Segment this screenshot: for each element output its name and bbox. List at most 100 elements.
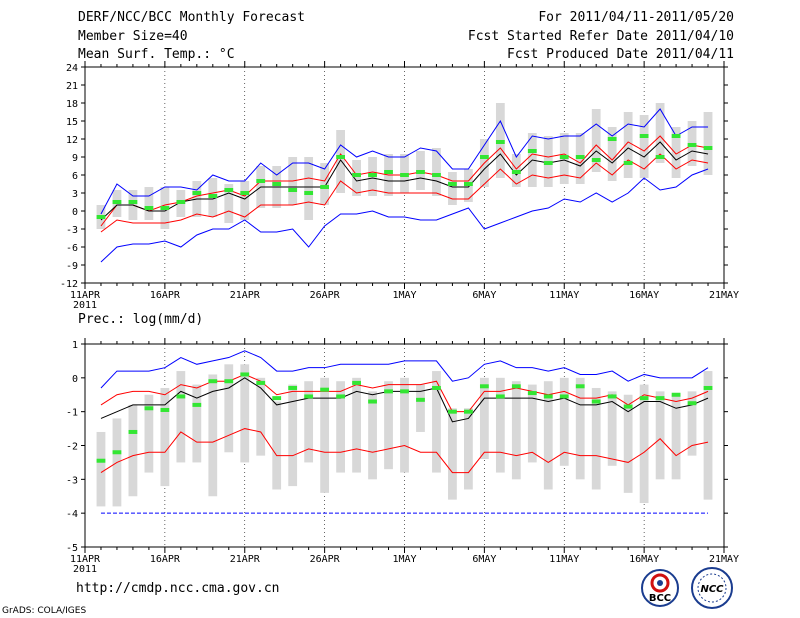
ensemble-box xyxy=(559,377,569,466)
y-tick-label: 0 xyxy=(72,374,78,385)
median-mark xyxy=(432,385,441,390)
x-tick-label: 21MAY xyxy=(709,554,739,565)
median-mark xyxy=(527,391,537,396)
x-tick-label: 11MAY xyxy=(549,290,579,301)
bcc-logo-text: BCC xyxy=(649,593,671,604)
bcc-logo: BCC xyxy=(641,569,679,607)
median-mark xyxy=(495,140,505,144)
y-tick-label: 1 xyxy=(72,340,78,351)
x-tick-label: 16APR xyxy=(150,554,181,565)
ensemble-box xyxy=(320,163,330,205)
ensemble-box xyxy=(144,394,154,473)
ensemble-box xyxy=(160,387,170,487)
chart-title: DERF/NCC/BCC Monthly Forecast xyxy=(78,10,305,25)
ensemble-box xyxy=(623,394,633,493)
x-tick-label: 26APR xyxy=(310,554,341,565)
median-mark xyxy=(224,379,234,384)
median-mark xyxy=(479,384,489,389)
median-mark xyxy=(495,394,505,399)
ensemble-box xyxy=(320,377,330,493)
median-mark xyxy=(160,407,170,412)
median-mark xyxy=(320,387,330,392)
median-mark xyxy=(448,182,457,186)
median-mark xyxy=(543,394,553,399)
median-mark xyxy=(527,149,537,153)
x-tick-label: 21MAY xyxy=(709,290,739,301)
median-mark xyxy=(240,191,250,195)
ensemble-box xyxy=(336,381,345,473)
y-tick-label: -3 xyxy=(66,475,78,486)
median-mark xyxy=(96,215,106,219)
median-mark xyxy=(256,380,266,385)
ensemble-box xyxy=(703,371,713,500)
y-tick-label: -6 xyxy=(66,243,78,254)
median-mark xyxy=(272,396,282,401)
ensemble-box xyxy=(208,374,218,497)
y-tick-label: 21 xyxy=(66,81,78,92)
median-mark xyxy=(352,380,361,385)
ensemble-box xyxy=(687,391,697,456)
median-mark xyxy=(288,188,298,192)
median-mark xyxy=(208,194,218,198)
x-tick-label: 16MAY xyxy=(629,554,659,565)
median-mark xyxy=(559,394,569,399)
median-mark xyxy=(256,179,266,183)
ensemble-box xyxy=(352,377,361,473)
ensemble-box xyxy=(703,112,713,175)
median-mark xyxy=(96,458,106,463)
ensemble-box xyxy=(416,384,425,432)
x-tick-label: 26APR xyxy=(310,290,341,301)
ensemble-box xyxy=(240,364,250,463)
median-mark xyxy=(416,397,425,402)
median-mark xyxy=(400,173,409,177)
ensemble-box xyxy=(256,377,266,456)
y-tick-label: -1 xyxy=(66,408,78,419)
median-mark xyxy=(304,394,314,399)
median-mark xyxy=(703,385,713,390)
median-mark xyxy=(671,134,681,138)
ensemble-box xyxy=(96,431,106,507)
forecast-period: For 2011/04/11-2011/05/20 xyxy=(538,10,734,25)
x-tick-label: 1MAY xyxy=(392,290,416,301)
median-mark xyxy=(128,200,138,204)
x-tick-label: 21APR xyxy=(230,290,261,301)
ensemble-box xyxy=(671,394,681,480)
member-size: Member Size=40 xyxy=(78,29,188,44)
ensemble-box xyxy=(464,408,473,490)
median-mark xyxy=(160,206,170,210)
ncc-logo: NCC xyxy=(691,567,733,609)
ensemble-box xyxy=(384,381,393,470)
ncc-logo-text: NCC xyxy=(700,584,724,595)
median-mark xyxy=(144,406,154,411)
median-mark xyxy=(128,429,138,434)
median-mark xyxy=(511,384,521,389)
median-mark xyxy=(448,409,457,414)
ensemble-box xyxy=(224,184,234,223)
ensemble-box xyxy=(288,384,298,487)
median-mark xyxy=(607,394,617,399)
series-line-min xyxy=(100,108,709,215)
ensemble-box xyxy=(607,127,617,181)
source-url[interactable]: http://cmdp.ncc.cma.gov.cn xyxy=(76,581,280,596)
median-mark xyxy=(559,155,569,159)
x-tick-sublabel: 2011 xyxy=(73,300,97,311)
median-mark xyxy=(464,409,473,414)
median-mark xyxy=(687,143,697,147)
ensemble-box xyxy=(432,148,441,196)
median-mark xyxy=(336,394,345,399)
median-mark xyxy=(112,450,122,455)
ensemble-box xyxy=(623,112,633,178)
y-tick-label: 12 xyxy=(66,135,78,146)
x-tick-label: 16APR xyxy=(150,290,181,301)
x-tick-label: 11APR xyxy=(70,290,101,301)
median-mark xyxy=(288,385,298,390)
series-line-q25 xyxy=(100,373,709,413)
ensemble-box xyxy=(304,381,314,463)
y-tick-label: -2 xyxy=(66,442,78,453)
y-tick-label: -3 xyxy=(66,225,78,236)
median-mark xyxy=(511,170,521,174)
ensemble-box xyxy=(272,401,282,490)
series-line-q75 xyxy=(100,428,709,474)
median-mark xyxy=(639,134,649,138)
ensemble-box xyxy=(543,381,553,490)
